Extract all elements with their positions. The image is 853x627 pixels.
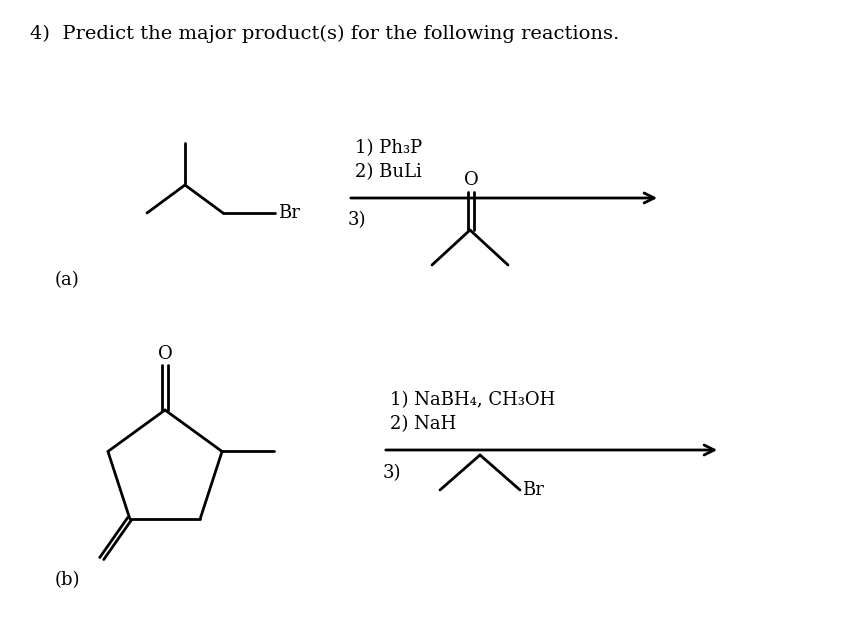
Text: Br: Br [521, 481, 543, 499]
Text: 1) Ph₃P: 1) Ph₃P [355, 139, 421, 157]
Text: O: O [158, 345, 172, 363]
Text: 3): 3) [382, 464, 401, 482]
Text: (b): (b) [55, 571, 80, 589]
Text: O: O [463, 171, 478, 189]
Text: 3): 3) [347, 211, 366, 229]
Text: 2) NaH: 2) NaH [390, 415, 456, 433]
Text: 2) BuLi: 2) BuLi [355, 163, 421, 181]
Text: 1) NaBH₄, CH₃OH: 1) NaBH₄, CH₃OH [390, 391, 554, 409]
Text: (a): (a) [55, 271, 79, 289]
Text: Br: Br [278, 204, 299, 222]
Text: 4)  Predict the major product(s) for the following reactions.: 4) Predict the major product(s) for the … [30, 25, 618, 43]
